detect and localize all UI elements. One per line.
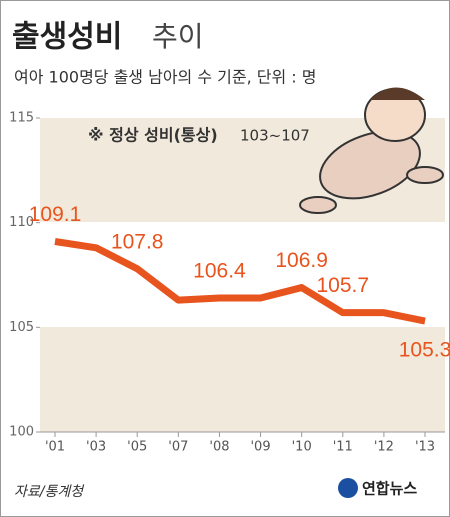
value-label: 106.4 — [193, 260, 246, 283]
chart-title-suffix: 추이 — [152, 20, 204, 53]
x-tick-label: '12 — [374, 440, 394, 455]
x-tick-label: '11 — [333, 440, 353, 455]
x-tick-label: '13 — [415, 440, 435, 455]
x-tick-label: '03 — [86, 440, 106, 455]
source: 자료/통계청 — [14, 484, 85, 500]
chart-title: 출생성비 — [12, 20, 122, 55]
logo: 연합뉴스 — [362, 480, 417, 498]
value-label: 105.7 — [316, 274, 369, 297]
baby-illustration — [299, 87, 444, 214]
x-tick-label: '05 — [127, 440, 147, 455]
annotation: ※ 정상 성비(통상) — [88, 126, 218, 145]
x-tick-label: '01 — [45, 440, 65, 455]
x-tick-label: '10 — [292, 440, 312, 455]
band — [40, 327, 445, 432]
logo-mark — [338, 478, 358, 498]
value-label: 109.1 — [29, 203, 82, 226]
value-label: 107.8 — [111, 230, 164, 253]
x-tick-label: '09 — [250, 440, 270, 455]
y-tick-label: 100 — [9, 425, 34, 440]
line — [54, 238, 426, 325]
value-label: 105.3 — [399, 339, 450, 362]
value-label: 106.9 — [275, 249, 328, 272]
annotation-range: 103~107 — [240, 127, 310, 145]
y-tick-label: 115 — [9, 111, 34, 126]
x-tick-label: '08 — [209, 440, 229, 455]
x-tick-label: '07 — [168, 440, 188, 455]
subtitle: 여아 100명당 출생 남아의 수 기준, 단위 : 명 — [14, 68, 317, 87]
y-tick-label: 110 — [9, 215, 34, 230]
y-tick-label: 105 — [9, 320, 34, 335]
